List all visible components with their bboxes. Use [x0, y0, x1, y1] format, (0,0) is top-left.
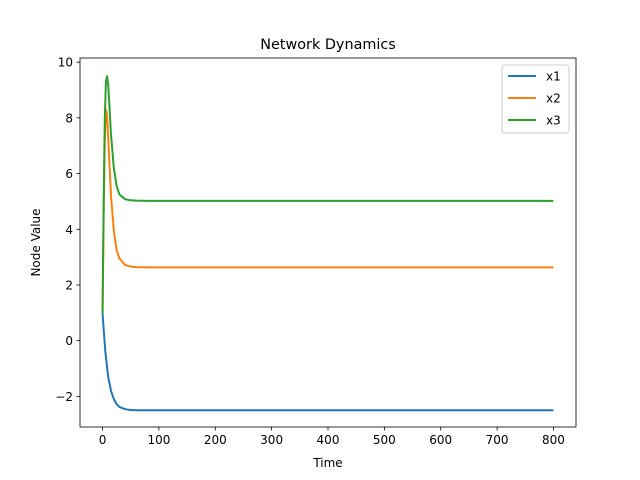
y-tick-label: 0: [65, 334, 73, 348]
y-tick-label: 8: [65, 111, 73, 125]
x-axis-label: Time: [312, 456, 342, 470]
x-tick-label: 400: [317, 433, 340, 447]
y-tick-label: 4: [65, 223, 73, 237]
legend-label-x2: x2: [546, 92, 561, 106]
legend: x1 x2 x3: [501, 64, 570, 134]
series-line-x3: [101, 75, 554, 313]
x-tick-label: 700: [486, 433, 509, 447]
x-tick-label: 200: [204, 433, 227, 447]
x-tick-label: 500: [373, 433, 396, 447]
y-tick-label: 6: [65, 167, 73, 181]
x-tick-label: 100: [147, 433, 170, 447]
x-tick-label: 0: [99, 433, 107, 447]
y-axis-label: Node Value: [29, 208, 43, 276]
chart-title: Network Dynamics: [260, 37, 396, 53]
legend-label-x1: x1: [546, 70, 561, 84]
y-tick-label: 2: [65, 278, 73, 292]
y-tick-label: 10: [58, 56, 73, 70]
y-tick-label: −2: [55, 390, 73, 404]
series-layer: [101, 75, 554, 412]
series-line-x1: [101, 312, 554, 412]
x-tick-label: 800: [542, 433, 565, 447]
x-tick-label: 300: [260, 433, 283, 447]
plot-area: [80, 58, 576, 427]
axes-layer: 0 100 200 300 400 500 600 700 800 −2 0 2 4 6 8 10: [55, 56, 577, 447]
x-tick-label: 600: [429, 433, 452, 447]
legend-label-x3: x3: [546, 114, 561, 128]
